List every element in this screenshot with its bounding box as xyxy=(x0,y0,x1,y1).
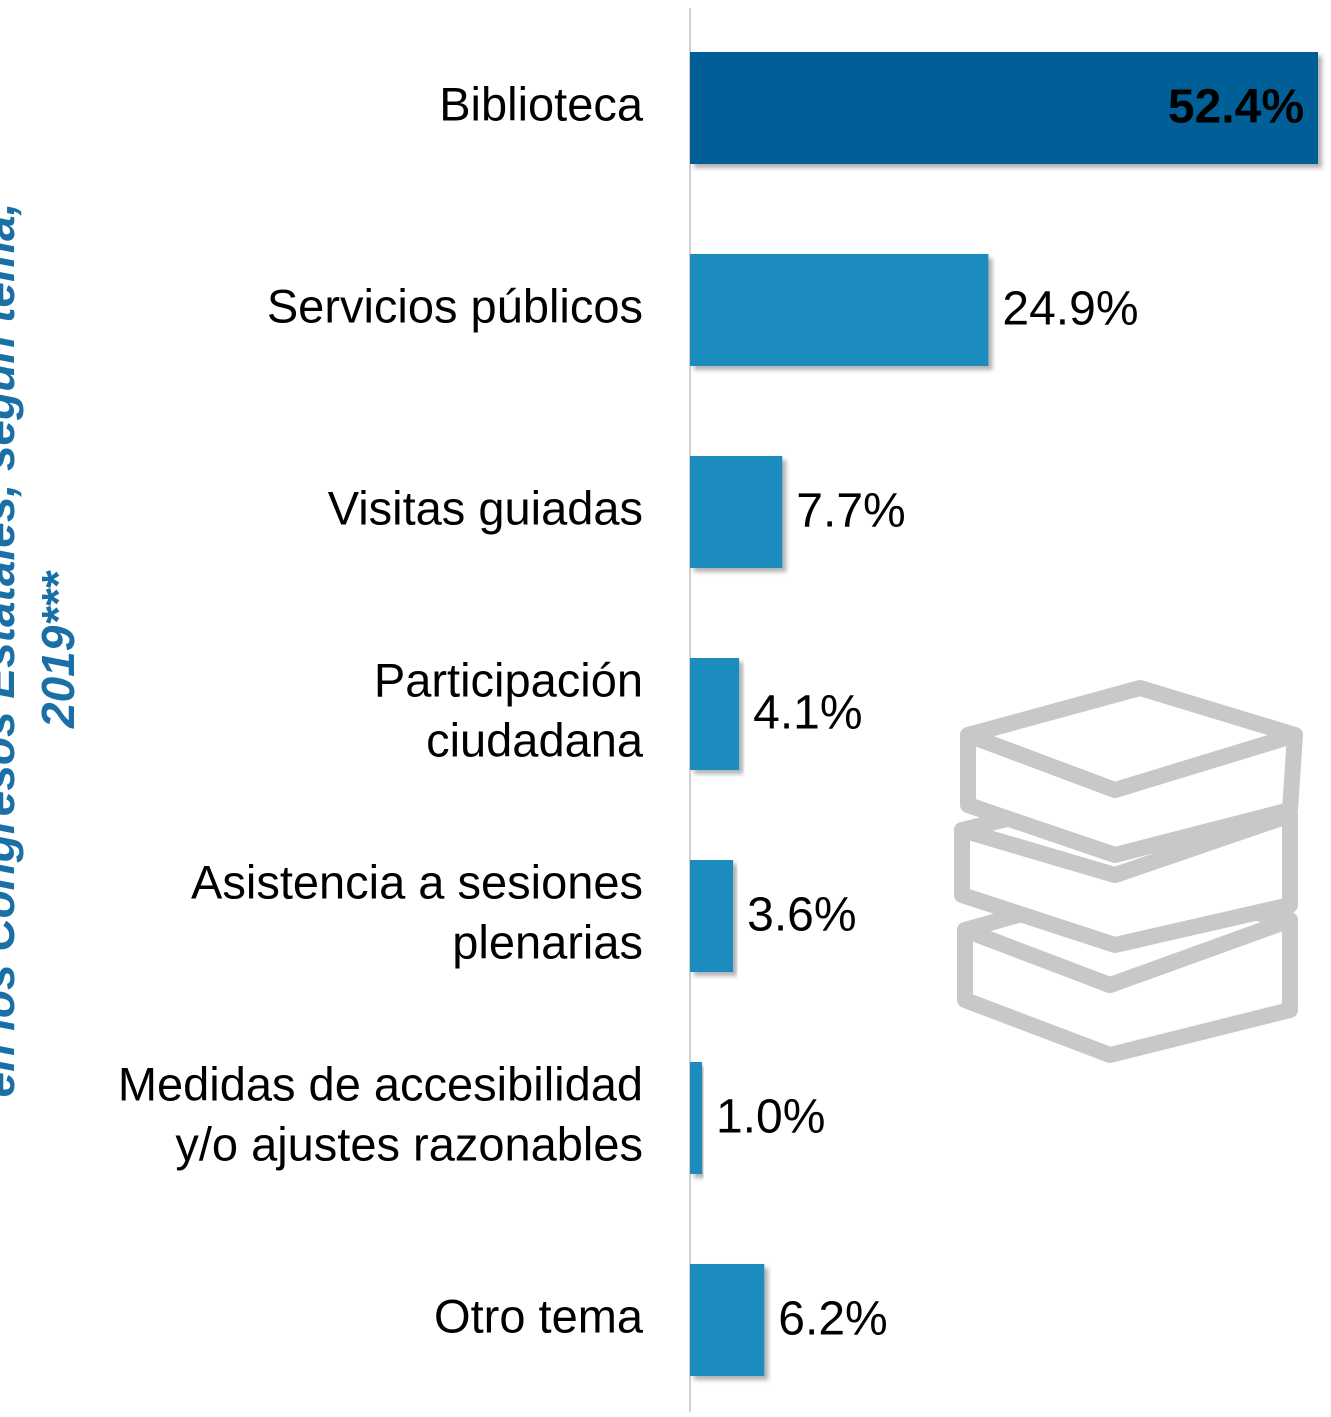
category-label: Asistencia a sesiones xyxy=(191,855,643,908)
bar xyxy=(690,1062,702,1174)
value-label: 3.6% xyxy=(747,889,856,942)
value-label: 7.7% xyxy=(796,485,905,538)
title-line: en los Congresos Estatales, según tema, xyxy=(0,203,24,1098)
category-label: Biblioteca xyxy=(439,77,644,130)
category-label: Medidas de accesibilidad xyxy=(118,1057,643,1110)
category-label: ciudadana xyxy=(426,713,644,766)
bar xyxy=(690,1264,764,1376)
category-label: y/o ajustes razonables xyxy=(175,1117,643,1170)
chart-title: en los Congresos Estatales, según tema, … xyxy=(0,203,84,1098)
category-label: Otro tema xyxy=(434,1289,644,1342)
category-label: Visitas guiadas xyxy=(328,481,643,534)
value-label: 52.4% xyxy=(1168,81,1304,134)
bar xyxy=(690,254,988,366)
bar xyxy=(690,456,782,568)
value-label: 6.2% xyxy=(778,1293,887,1346)
category-label: Participación xyxy=(374,653,643,706)
bar xyxy=(690,658,739,770)
chart: en los Congresos Estatales, según tema, … xyxy=(0,0,1331,1412)
books-icon xyxy=(962,688,1295,1055)
value-label: 24.9% xyxy=(1002,283,1138,336)
bar xyxy=(690,860,733,972)
title-line: 2019*** xyxy=(32,570,84,729)
value-label: 4.1% xyxy=(753,687,862,740)
category-label: plenarias xyxy=(452,915,643,968)
value-label: 1.0% xyxy=(716,1091,825,1144)
category-label: Servicios públicos xyxy=(267,279,643,332)
